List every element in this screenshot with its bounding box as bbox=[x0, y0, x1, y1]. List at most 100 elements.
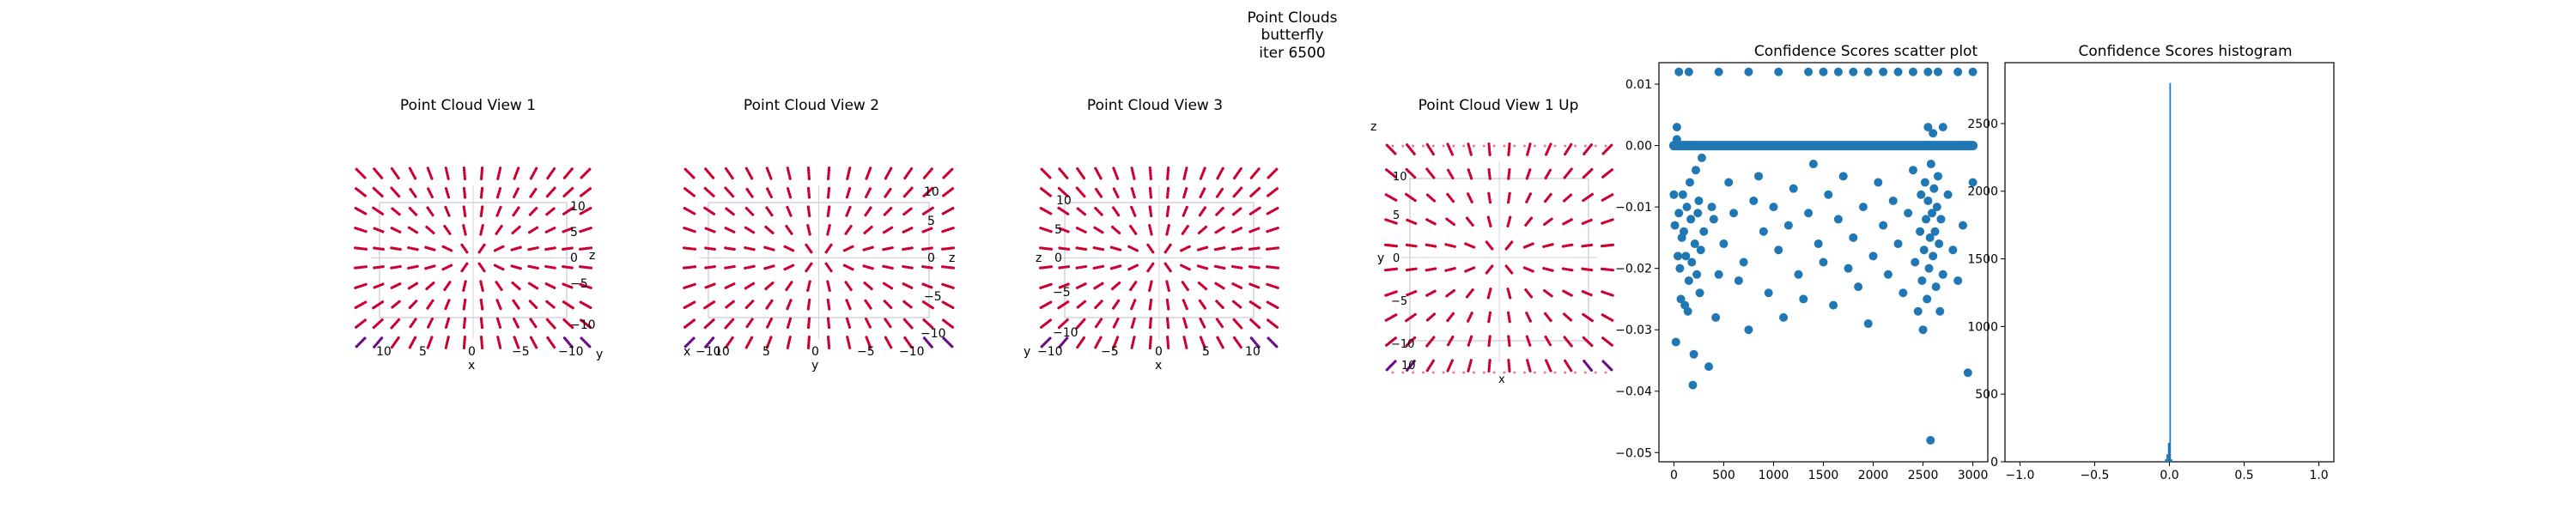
point-cloud-stroke bbox=[1582, 192, 1594, 203]
point-cloud-stroke bbox=[1146, 243, 1155, 254]
scatter-ticks: 0 500 1000 1500 2000 2500 3000 0.01 0.00 −0.01 −0.… bbox=[1615, 78, 1988, 482]
scatter-point bbox=[1769, 203, 1778, 212]
point-cloud-dot bbox=[1412, 371, 1415, 374]
point-cloud-stroke bbox=[1583, 360, 1593, 372]
view-2-side-tick: 10 bbox=[924, 185, 939, 199]
scatter-point bbox=[1681, 251, 1691, 261]
point-cloud-stroke bbox=[1504, 240, 1514, 251]
point-cloud-stroke bbox=[1230, 246, 1244, 251]
point-cloud-stroke bbox=[389, 282, 402, 290]
point-cloud-stroke bbox=[1542, 267, 1555, 272]
scatter-point bbox=[1908, 67, 1917, 76]
point-cloud-dot bbox=[1523, 144, 1527, 148]
point-cloud-stroke bbox=[744, 336, 754, 349]
point-cloud-stroke bbox=[1214, 282, 1226, 291]
histogram-bar bbox=[2171, 459, 2172, 462]
point-cloud-stroke bbox=[826, 298, 831, 312]
point-cloud-stroke bbox=[902, 318, 914, 330]
point-cloud-stroke bbox=[826, 223, 831, 236]
view-3-xlabel: x bbox=[1155, 359, 1162, 373]
scatter-point bbox=[1697, 153, 1706, 162]
point-cloud-stroke bbox=[744, 186, 754, 198]
point-cloud-stroke bbox=[704, 167, 715, 179]
point-cloud-stroke bbox=[1506, 191, 1511, 204]
point-cloud-stroke bbox=[1216, 167, 1224, 180]
scatter-point bbox=[1691, 166, 1700, 175]
point-cloud-stroke bbox=[865, 185, 872, 199]
scatter-point bbox=[1783, 221, 1793, 230]
point-cloud-stroke bbox=[406, 264, 419, 270]
point-cloud-stroke bbox=[1544, 142, 1552, 156]
point-cloud-stroke bbox=[882, 264, 895, 270]
point-cloud-stroke bbox=[496, 167, 502, 180]
point-cloud-stroke bbox=[462, 167, 467, 180]
point-cloud-stroke bbox=[1040, 167, 1052, 179]
point-cloud-stroke bbox=[1544, 335, 1553, 348]
point-cloud-stroke bbox=[1466, 312, 1473, 324]
point-cloud-stroke bbox=[1425, 167, 1436, 179]
scatter-point bbox=[1693, 209, 1703, 218]
scatter-point bbox=[1682, 203, 1692, 212]
confidence-scatter-plot: Confidence Scores scatter plot 0 500 1000 1… bbox=[1615, 43, 1989, 482]
point-cloud-stroke bbox=[1506, 288, 1512, 300]
point-cloud-stroke bbox=[864, 205, 873, 217]
point-cloud-stroke bbox=[1467, 359, 1473, 373]
point-cloud-stroke bbox=[1444, 288, 1455, 299]
point-cloud-stroke bbox=[544, 246, 558, 251]
point-cloud-dot bbox=[1462, 144, 1466, 148]
point-cloud-stroke bbox=[462, 298, 467, 312]
scatter-point bbox=[1913, 306, 1923, 316]
histogram-ytick-label: 2500 bbox=[1967, 118, 1998, 131]
point-cloud-stroke bbox=[479, 280, 484, 293]
point-cloud-stroke bbox=[1232, 318, 1243, 330]
point-cloud-stroke bbox=[1213, 264, 1227, 270]
point-cloud-stroke bbox=[544, 282, 557, 290]
scatter-point bbox=[1923, 294, 1932, 304]
point-cloud-stroke bbox=[1405, 167, 1417, 179]
view-3-xtick: 10 bbox=[1245, 345, 1261, 359]
point-cloud-stroke bbox=[723, 300, 735, 310]
view-1-cloud bbox=[354, 167, 592, 349]
point-cloud-stroke bbox=[1507, 335, 1511, 348]
point-cloud-stroke bbox=[1465, 216, 1474, 227]
point-cloud-stroke bbox=[1230, 264, 1244, 270]
scatter-point bbox=[1931, 282, 1941, 292]
point-cloud-stroke bbox=[941, 300, 955, 310]
scatter-ytick-label: −0.02 bbox=[1615, 263, 1652, 276]
point-cloud-stroke bbox=[1148, 223, 1153, 236]
point-cloud-stroke bbox=[1039, 227, 1053, 233]
point-cloud-stroke bbox=[1163, 243, 1172, 254]
histogram-ytick-label: 2000 bbox=[1967, 185, 1998, 199]
scatter-point bbox=[1879, 221, 1888, 230]
point-cloud-stroke bbox=[845, 317, 852, 330]
point-cloud-stroke bbox=[1109, 245, 1122, 251]
point-cloud-stroke bbox=[1198, 299, 1207, 311]
point-cloud-stroke bbox=[1111, 205, 1121, 217]
point-cloud-stroke bbox=[1213, 245, 1227, 251]
scatter-point bbox=[1729, 209, 1739, 218]
point-cloud-stroke bbox=[922, 167, 933, 179]
point-cloud-stroke bbox=[902, 206, 914, 216]
point-cloud-stroke bbox=[921, 300, 934, 310]
point-cloud-stroke bbox=[844, 224, 854, 235]
point-cloud-dot bbox=[1482, 371, 1485, 374]
scatter-point bbox=[1684, 67, 1693, 76]
point-cloud-dot bbox=[1391, 371, 1394, 374]
histogram-xtick-label: −1.0 bbox=[2005, 469, 2034, 482]
view-3-side-tick: 0 bbox=[1054, 251, 1062, 265]
scatter-point bbox=[1699, 227, 1709, 236]
scatter-point bbox=[1671, 337, 1680, 347]
histogram-ytick-label: 0 bbox=[1990, 456, 1998, 470]
point-cloud-stroke bbox=[1425, 312, 1437, 323]
point-cloud-stroke bbox=[723, 206, 735, 216]
point-cloud-stroke bbox=[763, 282, 775, 291]
point-cloud-stroke bbox=[493, 245, 505, 252]
point-cloud-stroke bbox=[546, 336, 556, 349]
point-cloud-stroke bbox=[786, 336, 792, 349]
point-cloud-stroke bbox=[883, 300, 894, 311]
point-cloud-stroke bbox=[1199, 336, 1206, 349]
point-cloud-stroke bbox=[1507, 142, 1511, 157]
point-cloud-stroke bbox=[922, 318, 934, 330]
point-cloud-dot bbox=[1503, 144, 1506, 148]
view-1-xtick: −10 bbox=[558, 345, 584, 359]
